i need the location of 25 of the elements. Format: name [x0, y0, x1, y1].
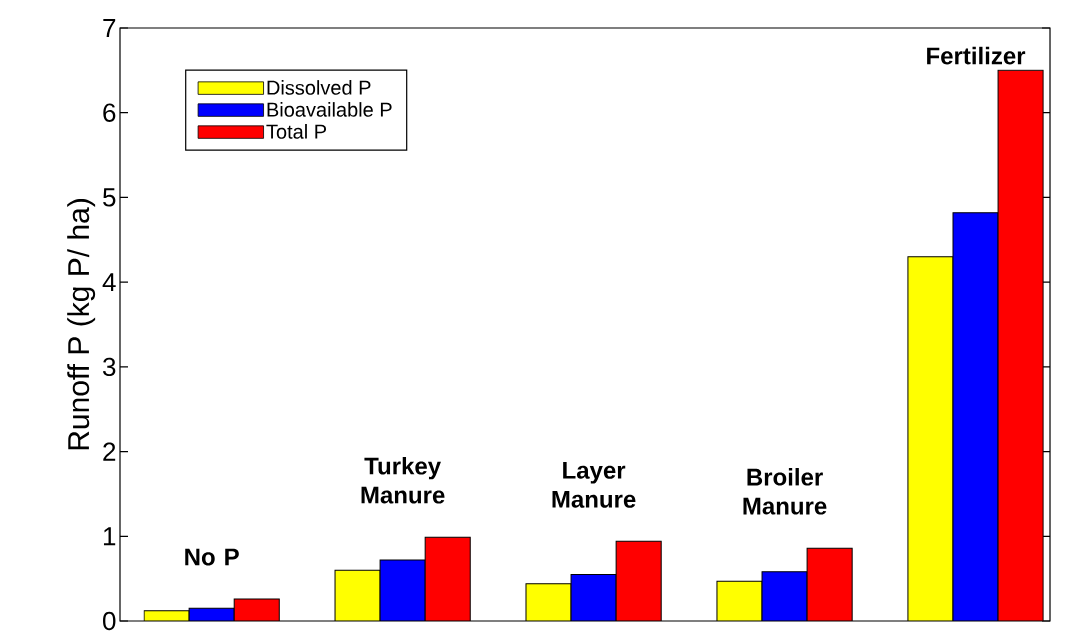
- legend-label: Bioavailable P: [267, 102, 392, 117]
- bar: [379, 559, 426, 621]
- bar: [570, 573, 617, 621]
- bar: [952, 212, 999, 621]
- bar: [615, 540, 662, 621]
- y-tick-label: 3: [102, 357, 116, 377]
- x-tick-label: Layer Manure: [552, 462, 636, 508]
- y-tick-label: 0: [103, 611, 116, 631]
- x-tick-label: No P: [185, 548, 239, 566]
- y-tick-label: 2: [103, 442, 116, 461]
- x-tick-label: Turkey Manure: [361, 456, 445, 504]
- y-tick-label: 4: [102, 273, 116, 292]
- bar: [761, 571, 808, 621]
- bar: [424, 536, 471, 621]
- y-tick-label: 5: [103, 188, 116, 207]
- y-tick-label: 7: [103, 19, 116, 37]
- legend-label: Dissolved P: [267, 80, 371, 95]
- x-tick-label: Broiler Manure: [743, 467, 827, 515]
- x-tick-label: Fertilizer: [927, 46, 1026, 65]
- y-axis-title: Runoff P (kg P/ ha): [67, 199, 96, 450]
- y-tick-label: 1: [103, 527, 116, 546]
- legend-label: Total P: [266, 124, 327, 139]
- bar: [997, 69, 1044, 621]
- y-tick-label: 6: [103, 103, 116, 122]
- bar: [806, 547, 853, 621]
